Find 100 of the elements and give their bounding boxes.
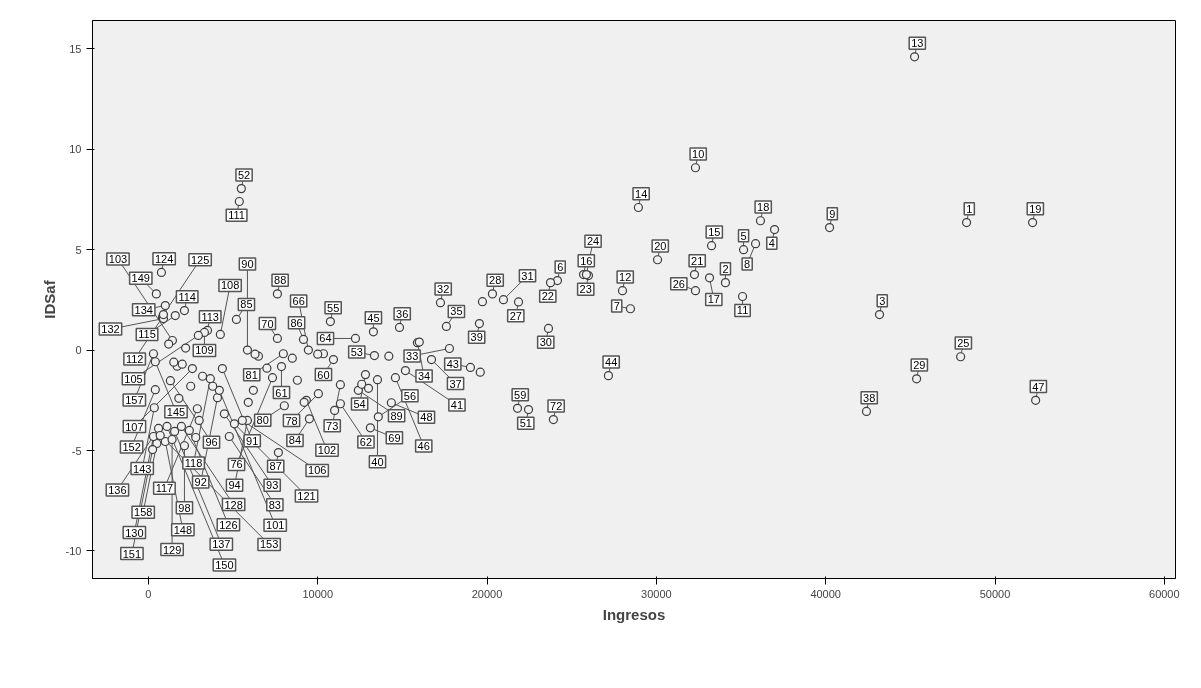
y-tick-label: 15 [69,42,82,55]
annotation: 157 [125,393,144,406]
annotation: 98 [178,501,191,514]
annotation: 112 [125,352,144,365]
annotation: 106 [308,464,327,477]
annotation: 136 [108,483,127,496]
annotation: 15 [708,225,721,238]
annotation: 128 [224,498,243,511]
annotation: 88 [274,274,287,287]
annotation: 84 [288,434,302,447]
annotation: 25 [957,337,970,350]
x-tick-label: 60000 [1149,587,1180,600]
annotation: 102 [317,444,337,457]
annotation: 91 [246,434,259,447]
annotation: 7 [613,300,620,313]
annotation: 9 [829,207,836,220]
annotation: 72 [550,399,563,412]
annotation: 87 [269,460,282,473]
annotation: 61 [275,386,288,399]
x-tick-label: 40000 [810,587,841,600]
annotation: 37 [449,377,462,390]
annotation: 134 [134,303,153,316]
annotation: 151 [122,547,142,560]
annotation: 60 [317,368,330,381]
annotation: 115 [138,328,156,341]
annotation: 114 [178,290,196,303]
annotation: 12 [619,270,632,283]
x-tick-label: 50000 [979,587,1011,600]
annotation: 117 [155,482,174,495]
annotation: 32 [437,282,450,295]
x-tick-label: 30000 [641,587,672,600]
annotation: 33 [406,349,419,362]
annotation: 4 [768,237,775,250]
annotation: 35 [450,305,463,318]
annotation: 55 [327,301,340,314]
annotation: 111 [228,209,245,222]
annotation: 46 [417,440,430,452]
annotation: 41 [450,399,464,412]
annotation: 90 [241,258,254,271]
annotation: 126 [219,518,238,531]
annotation: 24 [586,235,600,248]
annotation: 118 [184,456,203,469]
annotation: 43 [446,357,459,370]
annotation: 44 [605,355,618,368]
annotation: 109 [195,344,214,357]
annotation: 73 [326,419,339,432]
annotation: 39 [470,331,483,344]
annotation: 148 [173,523,193,536]
annotation: 64 [319,332,332,345]
annotation: 86 [290,316,303,329]
annotation: 132 [101,323,120,336]
annotation: 92 [194,476,207,489]
annotation: 36 [396,307,409,320]
annotation: 45 [367,311,380,324]
annotation: 2 [722,262,729,275]
annotation: 10 [692,148,705,160]
annotation: 101 [266,519,285,532]
annotation: 1 [966,202,973,215]
annotation: 103 [108,252,128,265]
annotation: 81 [245,368,258,381]
y-tick-label: 10 [69,143,82,156]
annotation: 40 [371,455,384,468]
y-axis-title: IDSaf [40,279,58,319]
annotation: 19 [1029,202,1042,215]
annotation: 76 [230,458,243,471]
annotation: 47 [1032,380,1045,393]
annotation: 21 [691,254,704,267]
annotation: 62 [359,436,373,448]
annotation: 89 [390,409,403,422]
annotation: 83 [268,498,281,511]
annotation: 149 [131,272,150,285]
annotation: 158 [134,506,153,519]
annotation: 129 [162,543,182,556]
annotation: 51 [519,417,532,430]
annotation: 16 [580,254,593,267]
annotation: 30 [539,336,552,349]
annotation: 85 [240,298,253,311]
annotation: 124 [154,252,174,265]
annotation: 13 [911,37,924,50]
annotation: 66 [292,295,305,308]
annotation: 96 [205,436,218,449]
annotation: 8 [744,257,751,270]
x-tick-label: 0 [145,587,152,600]
y-tick-label: -10 [65,544,82,557]
annotation: 80 [256,414,269,427]
annotation: 14 [635,187,648,200]
annotation: 70 [261,317,274,330]
annotation: 108 [220,279,240,292]
annotation: 59 [514,388,527,401]
annotation: 28 [489,274,502,287]
annotation: 38 [863,391,876,404]
annotation: 125 [190,253,210,266]
annotation: 29 [913,359,926,372]
annotation: 17 [707,293,720,306]
x-tick-label: 20000 [471,587,503,600]
annotation: 152 [122,440,141,453]
annotation: 137 [212,538,231,551]
annotation: 56 [403,389,417,402]
y-tick-label: 5 [75,243,82,256]
annotation: 105 [124,372,143,385]
